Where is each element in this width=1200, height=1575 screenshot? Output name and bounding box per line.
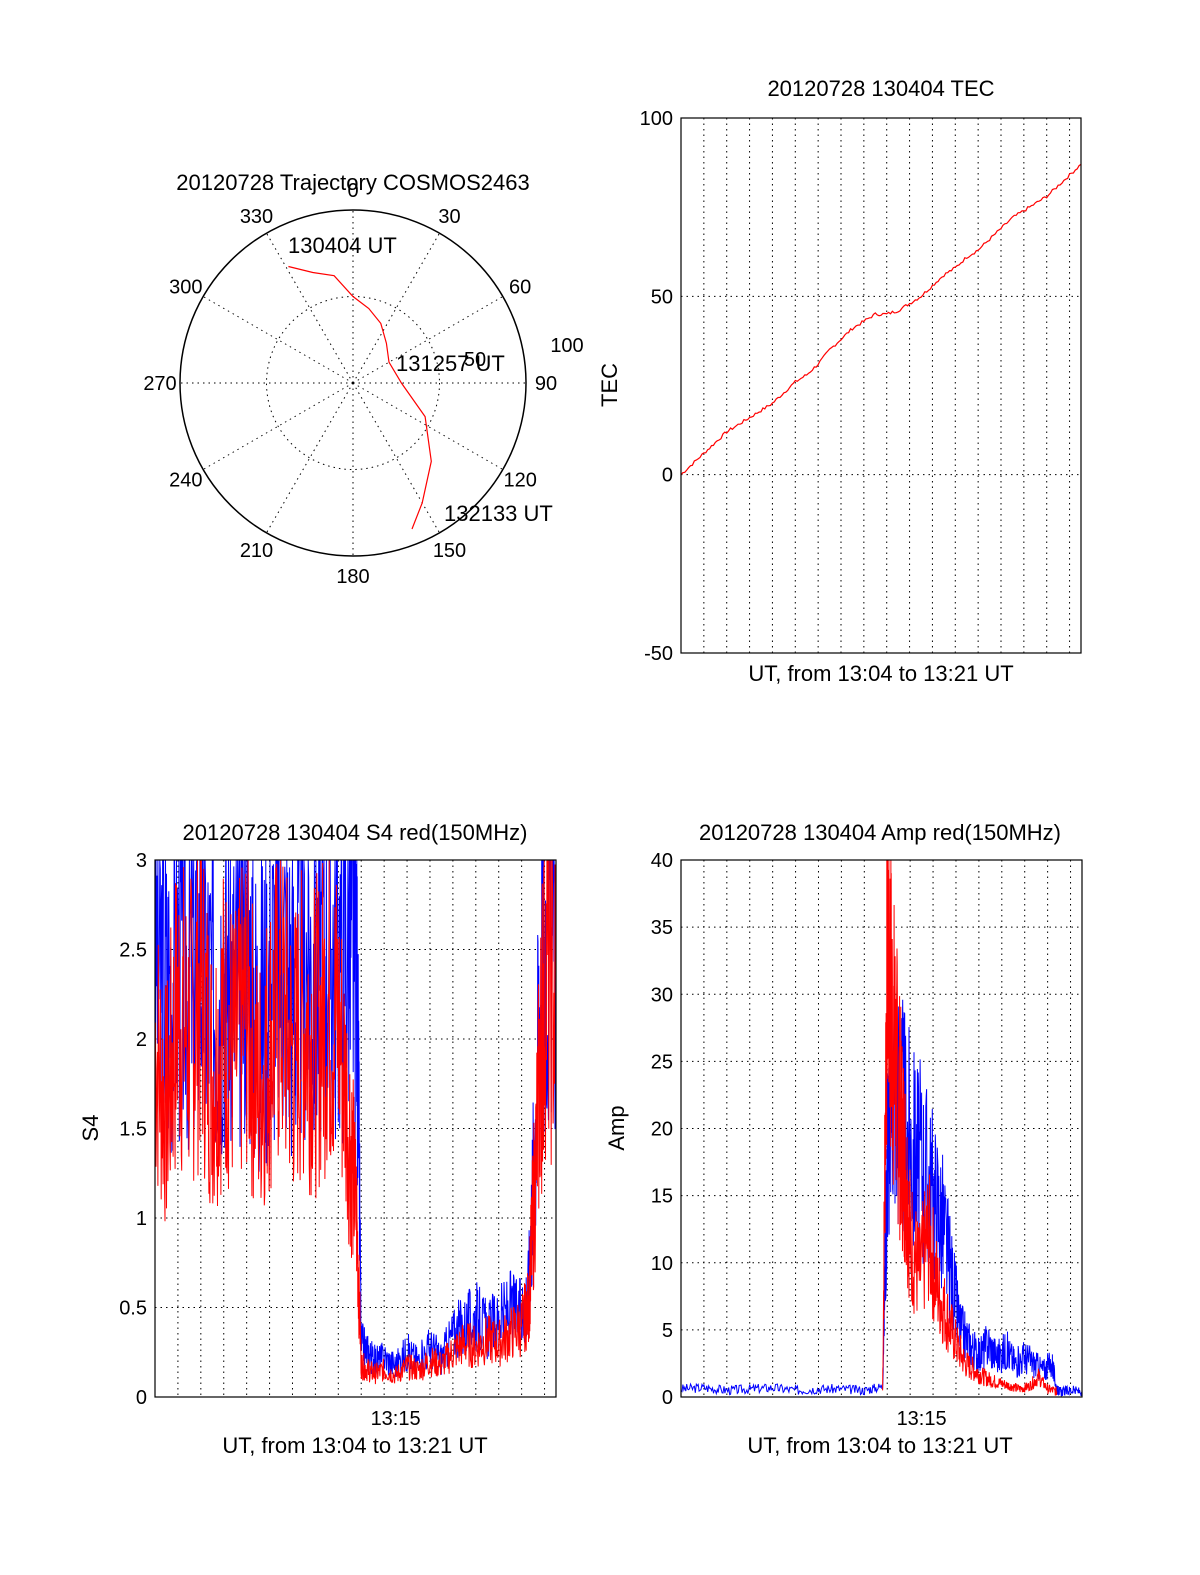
polar-azimuth-label: 30 [438,206,460,228]
trajectory-end-label: 132133 UT [444,501,553,526]
s4-title: 20120728 130404 S4 red(150MHz) [183,820,528,845]
tec-xlabel: UT, from 13:04 to 13:21 UT [748,661,1013,686]
trajectory-panel: 20120728 Trajectory COSMOS2463 0 30 60 90 12… [143,170,583,588]
tec-plot-frame [680,117,1082,654]
polar-spoke [202,296,354,384]
s4-plot-frame [154,859,557,1398]
polar-azimuth-label: 300 [169,277,202,299]
polar-azimuth-label: 120 [503,470,536,492]
s4-ytick-label: 2 [136,1029,147,1051]
polar-spoke [352,232,440,384]
amp-ytick-label: 15 [651,1186,673,1208]
polar-azimuth-label: 210 [240,540,273,562]
polar-spoke [202,382,354,470]
s4-xtick-label: 13:15 [371,1408,421,1430]
polar-spoke [352,296,504,384]
amp-series-blue [680,945,1083,1397]
amp-grid [680,859,1082,1398]
polar-spoke [266,232,354,384]
polar-radial-label-50: 50 [464,349,486,371]
amp-ytick-label: 0 [662,1387,673,1409]
amp-ylabel: Amp [604,1105,629,1150]
trajectory-mid-label: 131257 UT [396,351,505,376]
amp-plot-frame [680,859,1083,1398]
s4-panel: 20120728 130404 S4 red(150MHz) 0 0.5 1 1.5 2… [78,820,557,1458]
tec-ytick-label: 50 [651,286,673,308]
polar-grid [179,209,527,557]
polar-azimuth-label: 60 [509,277,531,299]
trajectory-start-label: 130404 UT [288,233,397,258]
amp-ytick-label: 35 [651,917,673,939]
s4-ytick-label: 0 [136,1387,147,1409]
tec-title: 20120728 130404 TEC [767,76,994,101]
s4-series-red [154,859,557,1385]
s4-ytick-label: 1.5 [119,1119,147,1141]
polar-radial-label-100: 100 [550,335,583,357]
polar-azimuth-label: 270 [143,373,176,395]
amp-ytick-label: 10 [651,1253,673,1275]
amp-y-ticks: 0 5 10 15 20 25 30 35 40 [651,850,673,1409]
polar-spoke [266,382,354,534]
trajectory-title: 20120728 Trajectory COSMOS2463 [176,170,529,195]
s4-y-ticks: 0 0.5 1 1.5 2 2.5 3 [119,850,147,1409]
s4-ytick-label: 3 [136,850,147,872]
tec-grid [680,117,1081,654]
s4-ytick-label: 2.5 [119,940,147,962]
polar-azimuth-label: 240 [169,470,202,492]
tec-ytick-label: 0 [662,465,673,487]
s4-ylabel: S4 [78,1115,103,1142]
amp-series-red [882,859,1058,1396]
amp-ytick-label: 40 [651,850,673,872]
tec-ytick-label: -50 [644,643,673,665]
amp-panel: 20120728 130404 Amp red(150MHz) 0 5 10 15 20… [604,820,1083,1458]
trajectory-track [288,265,432,530]
amp-title: 20120728 130404 Amp red(150MHz) [699,820,1061,845]
polar-azimuth-label: 90 [535,373,557,395]
s4-ytick-label: 1 [136,1208,147,1230]
polar-outer-ring [179,209,527,557]
amp-xtick-label: 13:15 [897,1408,947,1430]
tec-panel: 20120728 130404 TEC -50 0 50 100 TEC UT, fr… [597,76,1082,686]
polar-spoke [352,382,440,534]
polar-azimuth-label: 150 [433,540,466,562]
tec-ylabel: TEC [597,363,622,407]
s4-ytick-label: 0.5 [119,1298,147,1320]
polar-spoke [352,382,504,470]
polar-azimuth-label: 0 [347,180,358,202]
amp-ytick-label: 5 [662,1320,673,1342]
tec-series-red [680,163,1082,476]
amp-xlabel: UT, from 13:04 to 13:21 UT [747,1433,1012,1458]
s4-xlabel: UT, from 13:04 to 13:21 UT [222,1433,487,1458]
amp-ytick-label: 30 [651,984,673,1006]
polar-ring-50 [266,296,440,470]
amp-ytick-label: 20 [651,1119,673,1141]
amp-ytick-label: 25 [651,1051,673,1073]
polar-azimuth-labels: 0 30 60 90 120 150 180 210 240 270 300 330 [143,180,557,588]
tec-y-ticks: -50 0 50 100 [640,108,673,665]
polar-azimuth-label: 330 [240,206,273,228]
tec-ytick-label: 100 [640,108,673,130]
polar-azimuth-label: 180 [336,566,369,588]
